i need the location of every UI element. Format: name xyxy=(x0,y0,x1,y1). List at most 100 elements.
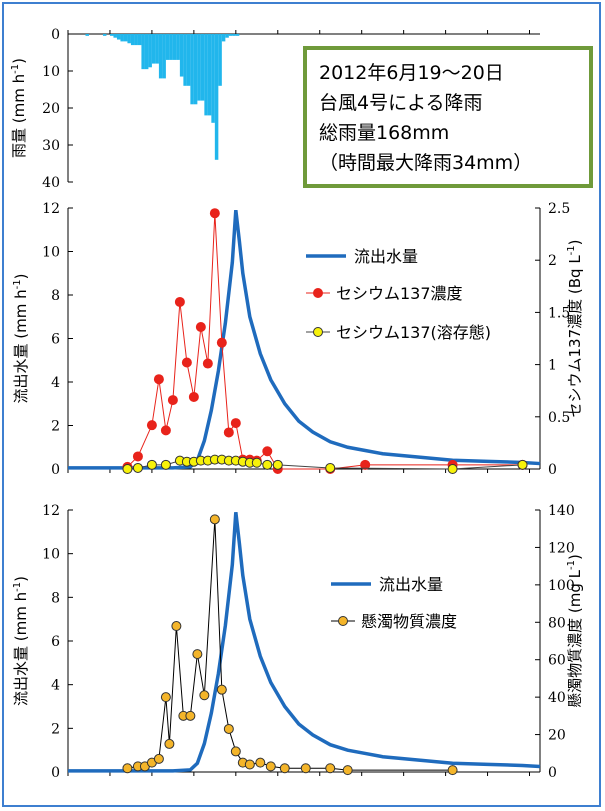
annotation-date: 2012年6月19〜20日 xyxy=(319,62,504,84)
cs-y-label: 流出水量 (mm h-1) xyxy=(12,274,30,404)
cs-y-tick-label: 0 xyxy=(51,462,60,478)
rain-bar xyxy=(221,34,226,42)
ss-y-label: 流出水量 (mm h-1) xyxy=(12,576,30,706)
ss-y2-tick-label: 40 xyxy=(548,690,566,706)
rain-bar xyxy=(225,34,229,38)
cs-series-1-point xyxy=(188,391,199,402)
cs-series-2-point xyxy=(272,459,283,470)
cs-y2-tick-label: 0 xyxy=(548,462,557,478)
rain-bar xyxy=(137,34,142,46)
ss-series-1-point xyxy=(153,753,164,764)
rain-bar xyxy=(102,34,107,36)
cs-y-tick-label: 6 xyxy=(51,332,60,348)
cs-series-1-point xyxy=(174,296,185,307)
cs-series-1-point xyxy=(167,395,178,406)
ss-series-1-point xyxy=(223,723,234,734)
ss-series-1-point xyxy=(164,738,175,749)
cs-series-1-point xyxy=(216,337,227,348)
rain-y-tick-label: 40 xyxy=(42,175,60,191)
cs-y-tick-label: 4 xyxy=(51,375,60,391)
rain-bar xyxy=(141,34,145,70)
rain-bar xyxy=(169,34,173,60)
ss-series-1-point xyxy=(244,759,255,770)
rain-bar xyxy=(172,34,177,60)
cs-series-1-line xyxy=(127,213,523,470)
ss-series-1-point xyxy=(209,514,220,525)
cs-legend-label: セシウム137濃度 xyxy=(336,284,463,303)
ss-y2-tick-label: 140 xyxy=(548,503,575,519)
rain-bar xyxy=(200,34,205,101)
ss-y-tick-label: 10 xyxy=(42,547,60,563)
ss-series-1-point xyxy=(171,621,182,632)
ss-y2-label: 懸濁物質濃度 (mg L-1) xyxy=(566,554,584,708)
rain-bar xyxy=(235,34,240,36)
ss-series-1-point xyxy=(230,746,241,757)
rain-bar xyxy=(123,34,128,42)
rain-bar xyxy=(158,34,163,79)
cs-y-tick-label: 2 xyxy=(51,419,60,435)
rain-bar xyxy=(127,34,131,44)
ss-series-1-point xyxy=(185,710,196,721)
rain-bar xyxy=(144,34,149,70)
cs-series-1-point xyxy=(262,446,273,457)
ss-y2-tick-label: 0 xyxy=(548,765,557,781)
rain-bar xyxy=(204,34,208,116)
ss-series-1-point xyxy=(122,763,133,774)
cs-series-1-point xyxy=(146,420,157,431)
ss-y-tick-label: 6 xyxy=(51,634,60,650)
rain-bar xyxy=(179,34,184,77)
cs-series-1-point xyxy=(202,358,213,369)
cs-y2-tick-label: 2 xyxy=(548,253,557,269)
ss-y-tick-label: 0 xyxy=(51,765,60,781)
rain-bar xyxy=(113,34,117,38)
rain-bar xyxy=(232,34,236,36)
rain-bar xyxy=(193,34,198,105)
cs-series-2-point xyxy=(160,459,171,470)
cs-legend-label: 流出水量 xyxy=(354,247,418,266)
rain-y-tick-label: 10 xyxy=(42,64,60,80)
ss-series-1-line xyxy=(127,519,453,771)
ss-y-tick-label: 2 xyxy=(51,721,60,737)
rain-bar xyxy=(85,34,89,36)
cs-series-2-point xyxy=(325,462,336,473)
rain-bar xyxy=(228,34,233,36)
cs-legend-label: セシウム137(溶存態) xyxy=(336,323,491,342)
rain-bar xyxy=(134,34,138,46)
rainfall-annotation-box: 2012年6月19〜20日 台風4号による降雨 総雨量168mm （時間最大降雨… xyxy=(303,46,593,188)
cs-series-1-point xyxy=(181,357,192,368)
cs-series-1-point xyxy=(209,208,220,219)
rain-bar xyxy=(116,34,121,40)
ss-series-1-point xyxy=(300,763,311,774)
ss-y2-tick-label: 60 xyxy=(548,653,566,669)
cs-y-tick-label: 10 xyxy=(42,245,60,261)
rain-bar xyxy=(190,34,194,105)
cs-legend-marker xyxy=(313,327,323,337)
ss-series-1-point xyxy=(255,757,266,768)
ss-series-1-point xyxy=(216,684,227,695)
cs-y2-tick-label: 1 xyxy=(548,358,557,374)
ss-series-1-point xyxy=(325,763,336,774)
cs-y2-tick-label: 0.5 xyxy=(548,410,570,426)
rain-y-tick-label: 0 xyxy=(51,27,60,43)
rain-bar xyxy=(186,34,191,86)
rain-bar xyxy=(214,34,219,160)
ss-series-1-point xyxy=(192,649,203,660)
ss-legend-marker xyxy=(338,616,348,626)
rain-bar xyxy=(109,34,114,36)
rain-bar xyxy=(155,34,159,64)
rain-y-tick-label: 30 xyxy=(42,138,60,154)
rain-y-label: 雨量 (mm h-1) xyxy=(10,58,28,158)
cs-series-2-point xyxy=(447,464,458,474)
annotation-max-rain: （時間最大降雨34mm） xyxy=(319,152,533,174)
rain-bar xyxy=(176,34,180,60)
rain-bar xyxy=(211,34,215,123)
svg-text:流出水量 (mm h-1): 流出水量 (mm h-1) xyxy=(12,274,30,404)
cs-series-1-point xyxy=(160,425,171,436)
annotation-event: 台風4号による降雨 xyxy=(319,92,483,114)
ss-y-tick-label: 8 xyxy=(51,590,60,606)
ss-y2-tick-label: 100 xyxy=(548,578,575,594)
cs-series-1-point xyxy=(223,427,234,438)
rain-bar xyxy=(218,34,222,86)
